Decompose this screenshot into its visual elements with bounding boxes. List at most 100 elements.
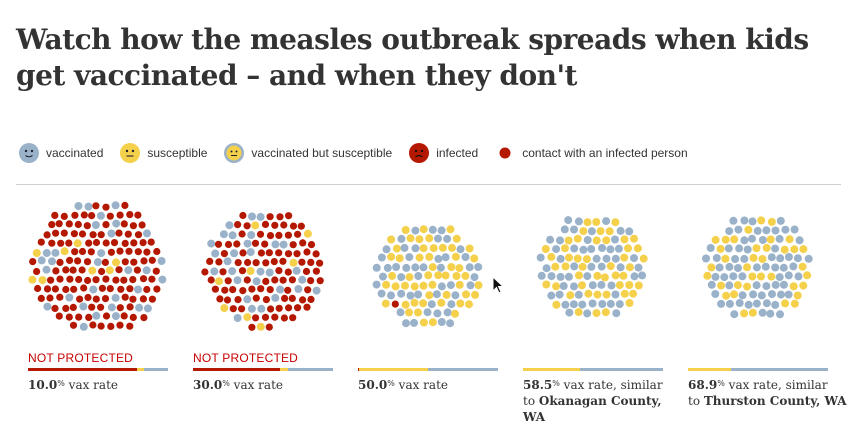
vax-rate-text: 50.0% vax rate: [358, 376, 518, 393]
person-dot-vaccinated: [397, 289, 406, 298]
person-dot-vaccinated: [724, 244, 733, 253]
vaccinated-susceptible-face-icon: [224, 143, 245, 163]
person-dot-susceptible: [790, 245, 799, 254]
person-dot-infected: [102, 312, 111, 320]
person-dot-infected: [69, 266, 77, 274]
person-dot-infected: [285, 212, 293, 220]
person-dot-vaccinated: [247, 231, 256, 239]
person-dot-vaccinated: [546, 235, 555, 244]
person-dot-vaccinated: [743, 245, 752, 254]
person-dot-infected: [297, 222, 305, 230]
person-dot-vaccinated: [588, 299, 597, 308]
person-dot-susceptible: [744, 225, 753, 234]
person-dot-infected: [285, 304, 293, 312]
person-dot-infected: [262, 296, 270, 304]
person-dot-vaccinated: [396, 308, 405, 317]
person-dot-infected: [152, 267, 160, 275]
person-dot-susceptible: [611, 271, 620, 280]
person-dot-infected: [78, 230, 87, 238]
person-dot-infected: [252, 314, 260, 322]
person-dot-infected: [116, 211, 124, 219]
vax-rate-text: 30.0% vax rate: [193, 376, 353, 393]
person-dot-infected: [289, 222, 298, 230]
person-dot-infected: [129, 222, 137, 230]
person-dot-infected: [279, 276, 287, 284]
person-dot-susceptible: [629, 289, 638, 298]
person-dot-susceptible: [615, 281, 624, 290]
person-dot-infected: [153, 285, 161, 293]
person-dot-infected: [302, 267, 311, 275]
person-dot-susceptible: [388, 271, 397, 280]
person-dot-infected: [288, 276, 296, 284]
person-dot-infected: [37, 238, 45, 246]
person-dot-vaccinated: [434, 254, 443, 263]
simulation-panel: 68.9% vax rate, similar to Thurston Count…: [688, 194, 847, 410]
person-dot-susceptible: [73, 239, 82, 248]
person-dot-susceptible: [584, 289, 593, 298]
person-dot-infected: [56, 258, 64, 266]
person-dot-vaccinated: [725, 262, 734, 271]
person-dot-vaccinated: [758, 308, 767, 317]
person-dot-vaccinated: [397, 234, 406, 243]
person-dot-infected: [262, 259, 270, 267]
person-dot-infected: [37, 294, 45, 302]
person-dot-infected: [316, 277, 324, 285]
person-dot-susceptible: [748, 272, 757, 281]
person-dot-vaccinated: [466, 281, 475, 290]
person-dot-infected: [221, 286, 229, 294]
person-dot-susceptible: [578, 281, 586, 290]
person-dot-vaccinated: [630, 272, 639, 281]
person-dot-susceptible: [630, 234, 638, 243]
person-dot-vaccinated: [411, 263, 420, 272]
legend-label: vaccinated but susceptible: [251, 146, 393, 160]
page-title: Watch how the measles outbreak spreads w…: [16, 23, 809, 92]
person-dot-vaccinated: [717, 299, 726, 308]
person-dot-susceptible: [451, 309, 459, 318]
person-dot-vaccinated: [271, 293, 280, 302]
person-dot-vaccinated: [402, 263, 411, 272]
person-dot-infected: [216, 295, 224, 303]
person-dot-infected: [220, 250, 228, 258]
person-dot-vaccinated: [142, 266, 151, 275]
person-dot-vaccinated: [712, 254, 721, 262]
person-dot-vaccinated: [230, 249, 239, 258]
person-dot-vaccinated: [92, 311, 101, 320]
person-dot-vaccinated: [456, 245, 465, 254]
person-dot-vaccinated: [776, 254, 785, 263]
person-dot-vaccinated: [625, 227, 634, 236]
status-label: NOT PROTECTED: [193, 351, 299, 365]
person-dot-infected: [56, 293, 64, 301]
person-dot-infected: [284, 268, 292, 276]
person-dot-vaccinated: [569, 300, 578, 309]
person-dot-vaccinated: [547, 272, 556, 281]
population-field: [702, 216, 813, 319]
person-dot-vaccinated: [143, 304, 152, 313]
person-dot-infected: [124, 230, 132, 238]
person-dot-susceptible: [410, 298, 419, 307]
person-dot-infected: [71, 211, 79, 219]
person-dot-infected: [262, 277, 270, 285]
person-dot-infected: [293, 250, 301, 258]
person-dot-susceptible: [600, 273, 609, 282]
person-dot-vaccinated: [79, 322, 88, 331]
person-dot-vaccinated: [91, 221, 100, 229]
person-dot-vaccinated: [731, 255, 740, 263]
person-dot-vaccinated: [107, 303, 116, 312]
vax-rate-text: 68.9% vax rate, similar to Thurston Count…: [688, 376, 848, 409]
person-dot-infected: [84, 293, 92, 302]
person-dot-vaccinated: [552, 245, 561, 254]
person-dot-infected: [78, 266, 86, 274]
person-dot-infected: [120, 220, 128, 228]
person-dot-susceptible: [401, 281, 409, 290]
person-dot-vaccinated: [542, 264, 551, 273]
person-dot-vaccinated: [757, 291, 766, 300]
person-dot-susceptible: [425, 234, 434, 243]
person-dot-susceptible: [561, 244, 569, 253]
person-dot-infected: [107, 322, 115, 330]
person-dot-vaccinated: [720, 273, 729, 282]
person-dot-vaccinated: [257, 304, 266, 313]
person-dot-infected: [271, 313, 279, 321]
person-dot-vaccinated: [256, 212, 265, 221]
person-dot-infected: [78, 247, 87, 256]
person-dot-vaccinated: [382, 245, 391, 254]
